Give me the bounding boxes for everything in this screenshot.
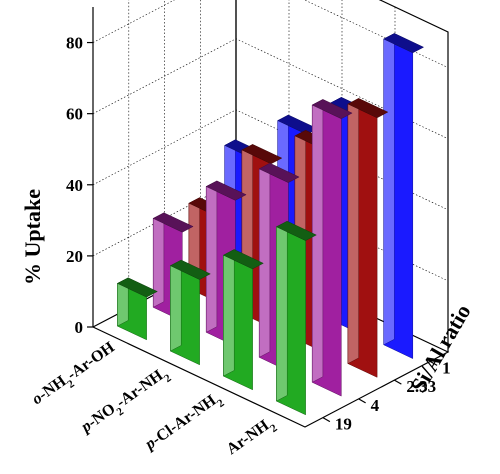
z-tick-label: 40 xyxy=(66,176,83,195)
z-tick-label: 60 xyxy=(66,105,83,124)
bar-top-face xyxy=(205,180,247,201)
bar-side-face xyxy=(205,180,218,333)
bar xyxy=(275,220,317,416)
bar-side-face xyxy=(383,32,395,346)
ratio-tick-mark xyxy=(358,398,366,404)
y-axis-title: Si/Al ratio xyxy=(405,300,475,397)
ratio-tick-label: 19 xyxy=(335,415,352,434)
category-label-subscript: 2 xyxy=(115,405,127,418)
bar xyxy=(169,259,211,366)
z-axis-title: % Uptake xyxy=(20,189,45,285)
z-tick-label: 0 xyxy=(75,318,84,337)
ratio-tick-label: 4 xyxy=(371,396,380,415)
ratio-tick-mark xyxy=(394,379,402,385)
bar-top-face xyxy=(347,98,389,119)
bar-side-face xyxy=(152,212,165,308)
bar xyxy=(347,97,389,378)
bar-top-face xyxy=(383,33,425,54)
bar xyxy=(222,249,264,391)
bar xyxy=(383,32,425,359)
bar-top-face xyxy=(116,277,158,298)
bar-top-face xyxy=(152,212,194,233)
bar-top-face xyxy=(258,162,300,183)
ratio-tick-label: 2.33 xyxy=(406,377,436,396)
bar-top-face xyxy=(169,259,211,280)
category-label-part: -Cl-Ar-NH xyxy=(149,392,220,449)
bar-top-face xyxy=(275,220,317,241)
bar-side-face xyxy=(311,98,324,383)
bar-side-face xyxy=(276,220,288,402)
bar xyxy=(311,98,353,397)
bar-top-face xyxy=(241,144,283,165)
bars xyxy=(116,32,425,416)
z-tick-label: 20 xyxy=(66,247,83,266)
ratio-tick-mark xyxy=(322,417,331,423)
category-label: Ar-NH2 xyxy=(224,414,280,463)
category-label-part: Ar-NH xyxy=(224,417,273,458)
bar-side-face xyxy=(223,249,235,377)
category-label-part: -Ar-OH xyxy=(64,339,118,384)
bar-side-face xyxy=(347,97,359,365)
bar-top-face xyxy=(311,99,353,119)
bar-side-face xyxy=(258,162,271,358)
ratio-tick-label: 1 xyxy=(442,358,451,377)
category-label-part: -Ar-NH xyxy=(113,367,166,411)
category-label-subscript: 2 xyxy=(162,372,174,385)
bar-side-face xyxy=(170,259,182,352)
z-gridline xyxy=(92,38,449,139)
category-label-subscript: 2 xyxy=(215,397,227,410)
z-gridline xyxy=(92,0,449,68)
z-gridline xyxy=(92,109,449,211)
category-label-subscript: 2 xyxy=(268,422,280,435)
category-label: p-Cl-Ar-NH2 xyxy=(141,389,227,459)
bar xyxy=(116,277,158,341)
ratio-tick-mark xyxy=(429,360,438,366)
z-tick-label: 80 xyxy=(66,34,83,53)
category-label-subscript: 2 xyxy=(65,378,77,391)
bar-top-face xyxy=(222,249,264,270)
